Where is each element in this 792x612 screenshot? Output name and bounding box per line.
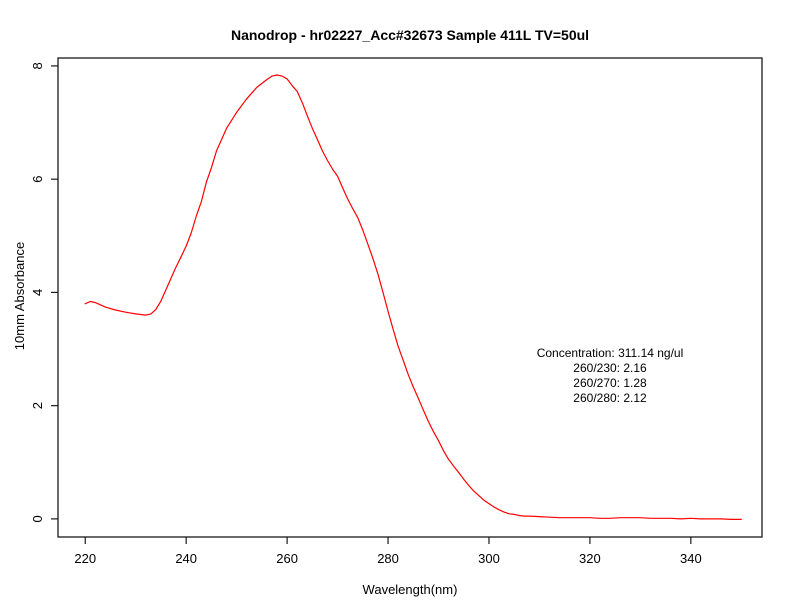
x-tick-label: 300 bbox=[478, 551, 500, 566]
x-tick-label: 320 bbox=[579, 551, 601, 566]
y-tick-label: 8 bbox=[30, 62, 45, 69]
spectrum-line bbox=[84, 74, 742, 521]
x-tick-label: 220 bbox=[74, 551, 96, 566]
y-tick-label: 4 bbox=[30, 289, 45, 296]
y-axis-label: 10mm Absorbance bbox=[12, 242, 27, 350]
ratio-260-270-text: 260/270: 1.28 bbox=[573, 376, 647, 390]
x-tick-label: 240 bbox=[175, 551, 197, 566]
x-tick-label: 340 bbox=[680, 551, 702, 566]
ratio-260-230-text: 260/230: 2.16 bbox=[573, 361, 647, 375]
y-axis: 0 2 4 6 8 bbox=[30, 62, 58, 522]
x-axis: 220 240 260 280 300 320 340 bbox=[74, 537, 702, 566]
x-tick-label: 280 bbox=[377, 551, 399, 566]
y-tick-label: 2 bbox=[30, 402, 45, 409]
plot-box bbox=[57, 57, 763, 538]
y-tick-label: 0 bbox=[30, 515, 45, 522]
chart-title: Nanodrop - hr02227_Acc#32673 Sample 411L… bbox=[231, 27, 589, 43]
concentration-text: Concentration: 311.14 ng/ul bbox=[537, 346, 684, 360]
ratio-260-280-text: 260/280: 2.12 bbox=[573, 391, 647, 405]
x-axis-label: Wavelength(nm) bbox=[363, 582, 458, 597]
y-tick-label: 6 bbox=[30, 176, 45, 183]
sample-metrics-annotation: Concentration: 311.14 ng/ul 260/230: 2.1… bbox=[537, 346, 684, 405]
x-tick-label: 260 bbox=[276, 551, 298, 566]
